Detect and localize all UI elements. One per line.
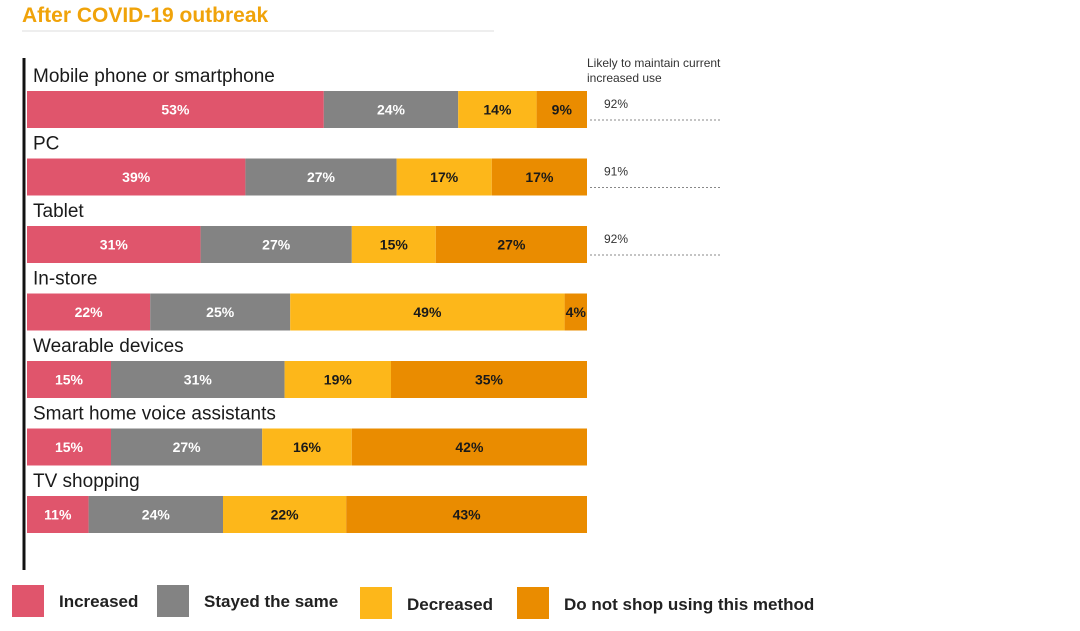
legend-swatch xyxy=(517,587,549,619)
category-label: TV shopping xyxy=(33,471,140,492)
bar-segment xyxy=(88,496,223,533)
bar-rows: Mobile phone or smartphone 53% 24% 14% 9% PC 3… xyxy=(27,66,587,533)
side-note-heading: increased use xyxy=(587,71,662,85)
data-label: 15% xyxy=(55,372,84,388)
data-label: 53% xyxy=(161,102,190,118)
category-label: Mobile phone or smartphone xyxy=(33,66,275,87)
bar-segment xyxy=(290,293,565,331)
data-label: 24% xyxy=(142,507,171,523)
bar-segment xyxy=(564,293,587,331)
bar-segment xyxy=(27,91,324,128)
bar-row: PC 39% 27% 17% 17% xyxy=(27,134,587,196)
data-label: 4% xyxy=(566,304,587,320)
data-label: 43% xyxy=(453,507,482,523)
data-label: 31% xyxy=(184,372,213,388)
chart-title: After COVID-19 outbreak xyxy=(22,4,269,27)
bar-row: In-store 22% 25% 49% 4% xyxy=(27,269,587,331)
data-label: 22% xyxy=(271,507,300,523)
data-label: 14% xyxy=(483,102,512,118)
data-label: 27% xyxy=(262,237,291,253)
data-label: 25% xyxy=(206,304,235,320)
bar-segment xyxy=(351,428,587,466)
bar-segment xyxy=(458,91,537,128)
bar-segment xyxy=(391,361,587,398)
category-label: Wearable devices xyxy=(33,336,184,357)
bar-segment xyxy=(111,361,285,398)
side-note-value: 92% xyxy=(604,97,628,111)
data-label: 27% xyxy=(173,439,202,455)
data-label: 15% xyxy=(55,439,84,455)
legend-swatch xyxy=(360,587,392,619)
data-label: 31% xyxy=(100,237,129,253)
data-label: 22% xyxy=(75,304,104,320)
legend-label: Increased xyxy=(59,592,138,611)
data-label: 27% xyxy=(497,237,526,253)
bar-segment xyxy=(27,158,246,196)
category-label: PC xyxy=(33,134,59,155)
side-note-value: 92% xyxy=(604,232,628,246)
bar-segment xyxy=(27,293,151,331)
bar-segment xyxy=(435,226,587,263)
legend-item: Stayed the same xyxy=(157,585,338,617)
bar-row: TV shopping 11% 24% 22% 43% xyxy=(27,471,587,533)
legend-item: Do not shop using this method xyxy=(517,587,814,619)
data-label: 17% xyxy=(430,169,459,185)
bar-row: Mobile phone or smartphone 53% 24% 14% 9% xyxy=(27,66,587,128)
bar-segment xyxy=(351,226,436,263)
bar-segment xyxy=(111,428,263,466)
data-label: 24% xyxy=(377,102,406,118)
bar-segment xyxy=(27,428,111,466)
bar-segment xyxy=(27,361,111,398)
category-label: Smart home voice assistants xyxy=(33,404,276,425)
data-label: 17% xyxy=(525,169,554,185)
data-label: 15% xyxy=(380,237,409,253)
legend-item: Decreased xyxy=(360,587,493,619)
legend-label: Decreased xyxy=(407,595,493,614)
legend-label: Do not shop using this method xyxy=(564,595,814,614)
side-note-value: 91% xyxy=(604,165,628,179)
data-label: 11% xyxy=(44,507,72,523)
bar-segment xyxy=(27,496,89,533)
data-label: 27% xyxy=(307,169,336,185)
data-label: 39% xyxy=(122,169,151,185)
data-label: 19% xyxy=(324,372,353,388)
bar-segment xyxy=(491,158,587,196)
bar-segment xyxy=(323,91,459,128)
category-label: In-store xyxy=(33,269,97,290)
data-label: 49% xyxy=(413,304,442,320)
bar-segment xyxy=(223,496,347,533)
data-label: 42% xyxy=(455,439,484,455)
bar-segment xyxy=(27,226,201,263)
bar-segment xyxy=(200,226,352,263)
bar-segment xyxy=(245,158,397,196)
legend-item: Increased xyxy=(12,585,138,617)
legend-label: Stayed the same xyxy=(204,592,338,611)
category-label: Tablet xyxy=(33,201,84,222)
bar-segment xyxy=(150,293,291,331)
bar-segment xyxy=(396,158,492,196)
side-note-heading: Likely to maintain current xyxy=(587,56,721,70)
data-label: 16% xyxy=(293,439,322,455)
data-label: 9% xyxy=(552,102,573,118)
bar-segment xyxy=(536,91,587,128)
bar-segment xyxy=(262,428,352,466)
legend: Increased Stayed the same Decreased Do not … xyxy=(12,585,814,619)
bar-row: Wearable devices 15% 31% 19% 35% xyxy=(27,336,587,398)
legend-swatch xyxy=(157,585,189,617)
bar-segment xyxy=(346,496,587,533)
legend-swatch xyxy=(12,585,44,617)
bar-row: Tablet 31% 27% 15% 27% xyxy=(27,201,587,263)
bar-segment xyxy=(284,361,391,398)
data-label: 35% xyxy=(475,372,504,388)
bar-row: Smart home voice assistants 15% 27% 16% 42% xyxy=(27,404,587,466)
